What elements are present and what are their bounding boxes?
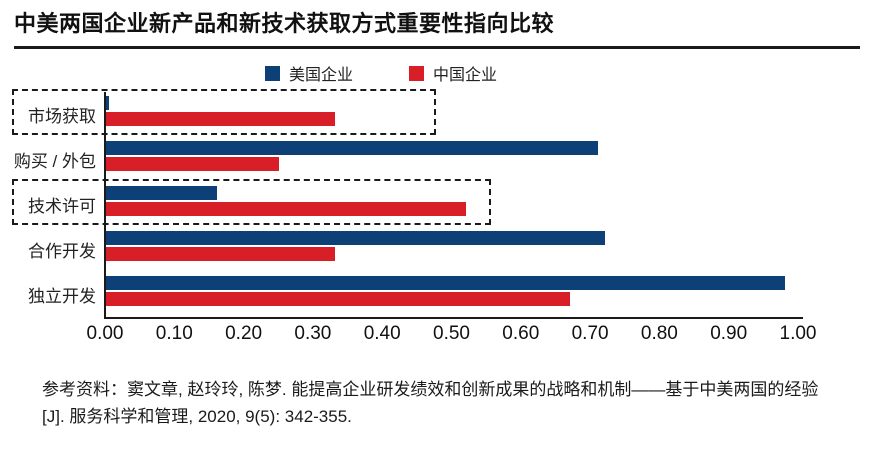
chart-legend: 美国企业 中国企业 bbox=[264, 61, 497, 85]
bar-us-0 bbox=[106, 96, 110, 110]
category-label: 独立开发 bbox=[28, 287, 96, 306]
bar-cn-1 bbox=[106, 157, 280, 171]
x-tick-label: 0.00 bbox=[86, 323, 124, 344]
bar-us-2 bbox=[106, 186, 217, 200]
bar-cn-2 bbox=[106, 202, 467, 216]
legend-item-us: 美国企业 bbox=[264, 61, 353, 85]
x-tick-label: 0.80 bbox=[640, 323, 678, 344]
category-label: 技术许可 bbox=[28, 197, 96, 216]
bar-cn-3 bbox=[106, 247, 335, 261]
x-tick-label: 0.20 bbox=[225, 323, 263, 344]
category-label: 购买 / 外包 bbox=[13, 152, 96, 171]
x-tick-label: 0.30 bbox=[294, 323, 332, 344]
legend-item-cn: 中国企业 bbox=[409, 61, 497, 85]
legend-swatch-cn-icon bbox=[409, 65, 424, 81]
bar-us-4 bbox=[106, 276, 786, 290]
x-tick-label: 0.70 bbox=[571, 323, 609, 344]
x-tick-label: 0.90 bbox=[710, 323, 748, 344]
page-title: 中美两国企业新产品和新技术获取方式重要性指向比较 bbox=[14, 11, 555, 36]
x-tick-label: 0.40 bbox=[363, 323, 401, 344]
legend-label-cn: 中国企业 bbox=[433, 67, 498, 84]
x-tick-label: 0.50 bbox=[433, 323, 470, 344]
bar-us-3 bbox=[106, 231, 605, 245]
x-tick-label: 0.60 bbox=[502, 323, 540, 344]
bar-cn-4 bbox=[106, 292, 571, 306]
highlight-box bbox=[12, 179, 492, 225]
highlight-box bbox=[12, 89, 436, 135]
category-label: 合作开发 bbox=[28, 242, 96, 261]
category-label: 市场获取 bbox=[28, 107, 96, 126]
x-axis-line bbox=[104, 317, 803, 319]
citation-text: 参考资料：窦文章, 赵玲玲, 陈梦. 能提高企业研发绩效和创新成果的战略和机制—… bbox=[42, 380, 819, 427]
title-divider bbox=[14, 46, 860, 49]
bar-cn-0 bbox=[106, 112, 335, 126]
x-tick-label: 0.10 bbox=[155, 323, 193, 344]
x-tick-label: 1.00 bbox=[779, 323, 817, 344]
bar-us-1 bbox=[106, 141, 599, 155]
bar-chart: 市场获取购买 / 外包技术许可合作开发独立开发 0.00 0.10 0.20 0.30 0… bbox=[0, 89, 872, 348]
legend-swatch-us-icon bbox=[264, 65, 280, 81]
y-axis-line bbox=[104, 92, 106, 318]
legend-label-us: 美国企业 bbox=[288, 67, 353, 84]
